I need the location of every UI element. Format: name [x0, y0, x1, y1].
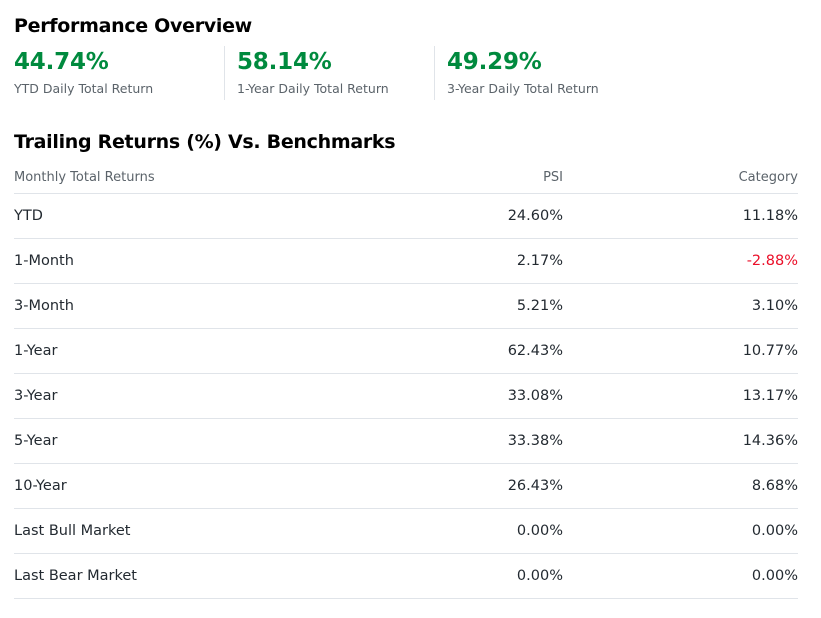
- row-label: 1-Month: [14, 238, 414, 284]
- row-label: 3-Year: [14, 373, 414, 419]
- psi-value: 0.00%: [414, 508, 563, 554]
- column-header-category: Category: [563, 162, 798, 194]
- psi-value: 33.38%: [414, 418, 563, 464]
- metric-3-year: 49.29% 3-Year Daily Total Return: [434, 46, 644, 100]
- performance-overview-title: Performance Overview: [14, 15, 252, 37]
- category-value: 10.77%: [563, 328, 798, 374]
- psi-value: 62.43%: [414, 328, 563, 374]
- category-value: 8.68%: [563, 463, 798, 509]
- table-row: 5-Year 33.38% 14.36%: [14, 418, 798, 464]
- psi-value: 26.43%: [414, 463, 563, 509]
- table-row: 1-Year 62.43% 10.77%: [14, 328, 798, 374]
- table-row: 3-Year 33.08% 13.17%: [14, 373, 798, 419]
- column-header-psi: PSI: [414, 162, 563, 194]
- category-value: 11.18%: [563, 193, 798, 239]
- category-value: 0.00%: [563, 553, 798, 599]
- metric-value: 58.14%: [237, 49, 332, 75]
- psi-value: 2.17%: [414, 238, 563, 284]
- table-row: Last Bear Market 0.00% 0.00%: [14, 553, 798, 599]
- category-value: 3.10%: [563, 283, 798, 329]
- metric-label: 1-Year Daily Total Return: [237, 81, 389, 96]
- metric-1-year: 58.14% 1-Year Daily Total Return: [224, 46, 434, 100]
- row-label: 5-Year: [14, 418, 414, 464]
- psi-value: 0.00%: [414, 553, 563, 599]
- category-value: 0.00%: [563, 508, 798, 554]
- row-label: Last Bear Market: [14, 553, 414, 599]
- table-row: 1-Month 2.17% -2.88%: [14, 238, 798, 284]
- table-header-row: Monthly Total Returns PSI Category: [14, 162, 798, 194]
- psi-value: 5.21%: [414, 283, 563, 329]
- psi-value: 24.60%: [414, 193, 563, 239]
- table-row: 10-Year 26.43% 8.68%: [14, 463, 798, 509]
- metric-label: 3-Year Daily Total Return: [447, 81, 599, 96]
- trailing-returns-table: Monthly Total Returns PSI Category YTD 2…: [14, 162, 798, 599]
- metric-label: YTD Daily Total Return: [14, 81, 154, 96]
- metric-value: 49.29%: [447, 49, 542, 75]
- performance-metrics: 44.74% YTD Daily Total Return 58.14% 1-Y…: [14, 46, 644, 100]
- row-label: Last Bull Market: [14, 508, 414, 554]
- column-header-monthly-total-returns: Monthly Total Returns: [14, 162, 414, 194]
- row-label: 10-Year: [14, 463, 414, 509]
- row-label: 1-Year: [14, 328, 414, 374]
- row-label: YTD: [14, 193, 414, 239]
- trailing-returns-title: Trailing Returns (%) Vs. Benchmarks: [14, 131, 396, 153]
- table-row: Last Bull Market 0.00% 0.00%: [14, 508, 798, 554]
- table-row: YTD 24.60% 11.18%: [14, 193, 798, 239]
- category-value: 13.17%: [563, 373, 798, 419]
- row-label: 3-Month: [14, 283, 414, 329]
- category-value: -2.88%: [563, 238, 798, 284]
- metric-ytd: 44.74% YTD Daily Total Return: [14, 46, 224, 100]
- metric-value: 44.74%: [14, 49, 109, 75]
- psi-value: 33.08%: [414, 373, 563, 419]
- category-value: 14.36%: [563, 418, 798, 464]
- table-row: 3-Month 5.21% 3.10%: [14, 283, 798, 329]
